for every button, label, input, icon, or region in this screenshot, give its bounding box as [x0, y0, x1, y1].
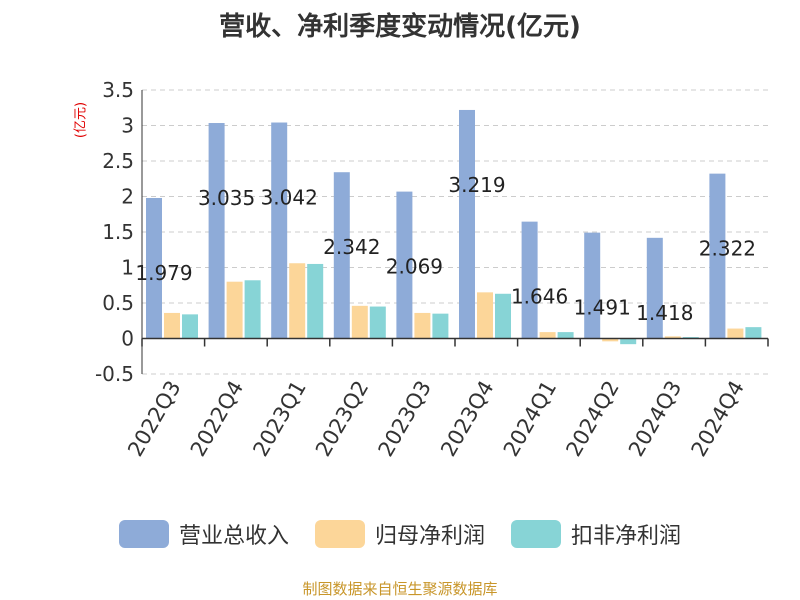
bar-net-profit	[602, 338, 619, 342]
x-category-label: 2023Q3	[374, 377, 436, 461]
bar-deducted-net-profit	[182, 314, 198, 339]
x-category-label: 2022Q4	[186, 377, 248, 461]
bar-net-profit	[477, 292, 493, 339]
y-tick-label: 1	[121, 256, 134, 280]
bar-deducted-net-profit	[369, 306, 386, 339]
bar-net-profit	[664, 336, 681, 339]
x-category-label: 2024Q2	[561, 377, 623, 461]
x-category-label: 2023Q1	[248, 377, 310, 461]
bar-net-profit	[289, 263, 306, 339]
legend-swatch-net-profit	[314, 520, 365, 548]
x-category-label: 2024Q1	[499, 377, 561, 461]
bar-net-profit	[539, 332, 556, 339]
data-label-revenue: 3.042	[261, 186, 318, 210]
y-tick-label: 0.5	[102, 291, 134, 315]
x-category-label: 2023Q4	[436, 377, 498, 461]
chart-legend: 营业总收入 归母净利润 扣非净利润	[0, 518, 800, 550]
y-tick-label: 2.5	[102, 149, 134, 173]
x-category-label: 2023Q2	[311, 377, 373, 461]
bar-revenue	[584, 232, 601, 339]
bar-revenue	[146, 197, 162, 339]
bar-deducted-net-profit	[557, 332, 574, 339]
legend-item-net-profit[interactable]: 归母净利润	[314, 518, 485, 550]
bar-deducted-net-profit	[745, 327, 762, 339]
y-tick-label: 0	[121, 327, 134, 351]
data-source-note: 制图数据来自恒生聚源数据库	[302, 580, 498, 598]
bar-revenue	[646, 237, 663, 339]
x-category-label: 2024Q4	[687, 377, 749, 461]
legend-item-revenue[interactable]: 营业总收入	[118, 518, 289, 550]
y-tick-label: 2	[121, 185, 134, 209]
y-tick-label: 1.5	[102, 220, 134, 244]
bar-deducted-net-profit	[432, 313, 449, 339]
data-label-revenue: 3.035	[198, 186, 255, 210]
bar-revenue	[333, 172, 350, 339]
bar-net-profit	[226, 281, 243, 339]
chart-title: 营收、净利季度变动情况(亿元)	[219, 12, 581, 42]
bar-revenue	[208, 123, 225, 339]
data-label-revenue: 1.491	[574, 296, 631, 320]
legend-label-revenue: 营业总收入	[178, 524, 289, 549]
legend-label-net-profit: 归母净利润	[374, 524, 485, 549]
bar-net-profit	[414, 312, 431, 339]
data-label-revenue: 3.219	[448, 173, 505, 197]
bar-deducted-net-profit	[307, 263, 324, 339]
y-tick-label: 3.5	[102, 78, 134, 102]
bar-net-profit	[727, 328, 744, 339]
y-tick-label: 3	[121, 114, 134, 138]
legend-swatch-revenue	[118, 520, 169, 548]
bar-net-profit	[351, 305, 368, 339]
bar-revenue	[709, 173, 726, 339]
bar-revenue	[459, 109, 475, 339]
legend-item-deducted-net-profit[interactable]: 扣非净利润	[511, 518, 681, 550]
data-label-revenue: 1.646	[511, 285, 568, 309]
bar-deducted-net-profit	[620, 338, 637, 345]
bar-revenue	[271, 122, 288, 339]
data-label-revenue: 1.979	[135, 261, 192, 285]
y-tick-label: -0.5	[95, 362, 134, 386]
legend-swatch-deducted-net-profit	[511, 520, 561, 548]
bar-net-profit	[164, 312, 180, 339]
data-label-revenue: 2.342	[323, 235, 380, 259]
x-category-label: 2024Q3	[624, 377, 686, 461]
bar-revenue	[396, 191, 413, 339]
legend-label-deducted-net-profit: 扣非净利润	[571, 524, 682, 549]
bar-deducted-net-profit	[244, 280, 261, 339]
data-label-revenue: 1.418	[636, 301, 693, 325]
bar-revenue	[521, 221, 538, 339]
bar-deducted-net-profit	[495, 293, 511, 339]
x-category-label: 2022Q3	[123, 377, 185, 461]
data-label-revenue: 2.322	[699, 237, 756, 261]
data-label-revenue: 2.069	[386, 255, 443, 279]
